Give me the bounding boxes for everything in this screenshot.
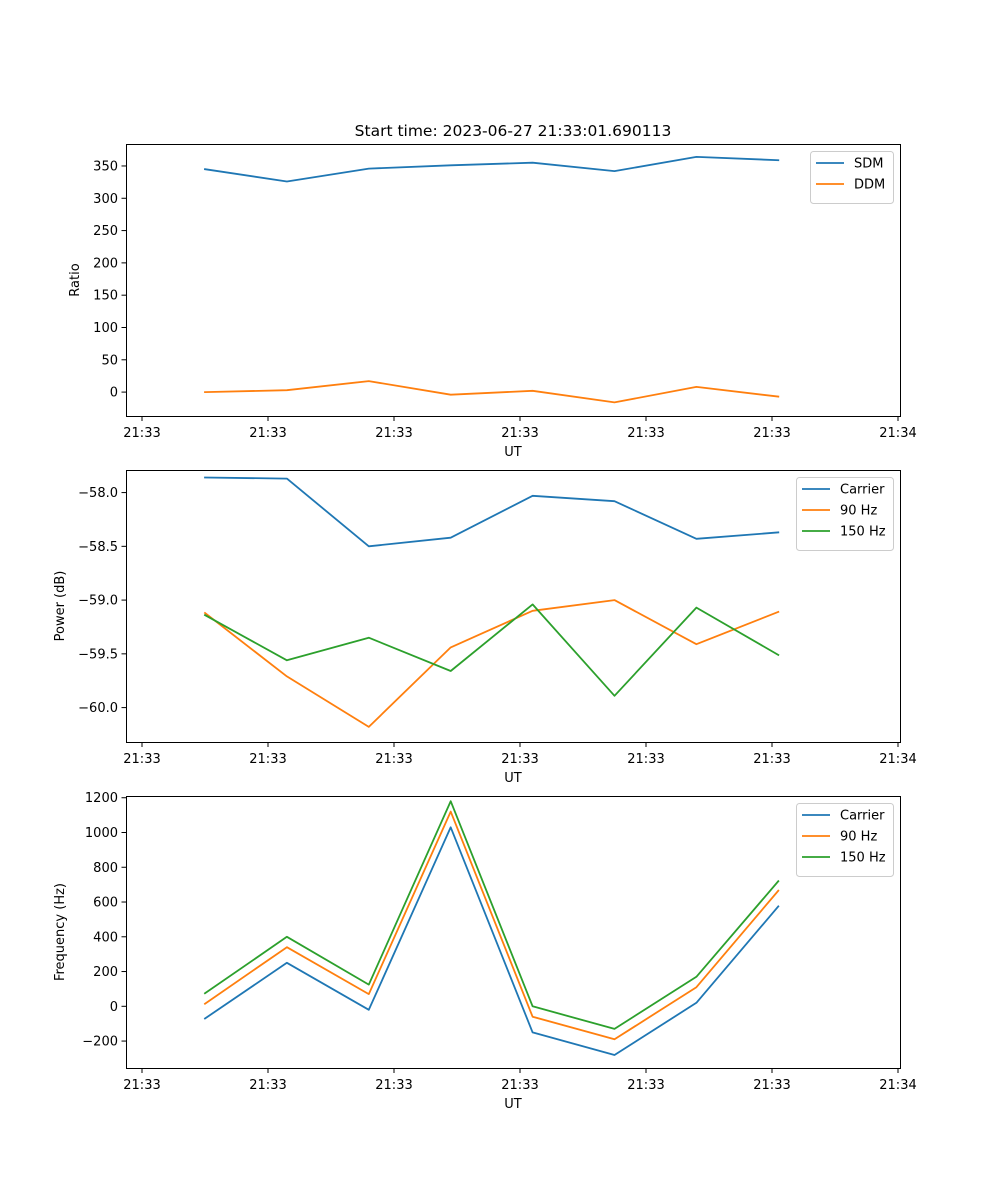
ratio-x-axis-label: UT	[504, 445, 522, 460]
frequency-y-axis-label: Frequency (Hz)	[53, 883, 68, 981]
frequency-x-axis-label: UT	[504, 1097, 522, 1112]
power-axes-frame	[126, 470, 901, 743]
ratio-x-tick-label: 21:34	[879, 426, 916, 441]
power-x-tick-label: 21:33	[123, 752, 160, 767]
frequency-x-tick-label: 21:33	[249, 1078, 286, 1093]
figure-title: Start time: 2023-06-27 21:33:01.690113	[355, 122, 672, 140]
frequency-legend-label: Carrier	[840, 809, 885, 824]
ratio-y-tick-label: 200	[93, 256, 118, 271]
frequency-x-tick-label: 21:33	[123, 1078, 160, 1093]
frequency-y-tick-label: 1200	[85, 791, 118, 806]
power-legend	[796, 477, 894, 551]
ratio-series-ddm-line	[204, 380, 780, 404]
frequency-y-tick-label: 800	[93, 861, 118, 876]
ratio-legend	[810, 151, 894, 204]
ratio-x-tick-label: 21:33	[627, 426, 664, 441]
frequency-y-tick-label: 400	[93, 930, 118, 945]
power-x-tick-label: 21:33	[375, 752, 412, 767]
ratio-y-tick-label: 250	[93, 224, 118, 239]
power-x-tick-label: 21:34	[879, 752, 916, 767]
frequency-x-tick-label: 21:34	[879, 1078, 916, 1093]
ratio-x-tick-label: 21:33	[501, 426, 538, 441]
power-y-tick-label: −58.5	[78, 540, 118, 555]
power-x-tick-label: 21:33	[501, 752, 538, 767]
power-x-tick-label: 21:33	[249, 752, 286, 767]
ratio-y-tick-label: 50	[101, 353, 118, 368]
frequency-x-tick-label: 21:33	[375, 1078, 412, 1093]
power-y-tick-label: −59.0	[78, 594, 118, 609]
ratio-chart: 21:33 21:33 21:33 21:33 21:33 21:33 21:34 0 50 10…	[68, 144, 917, 460]
frequency-y-tick-label: 1000	[85, 826, 118, 841]
frequency-series-90-hz-line	[203, 810, 780, 1041]
frequency-legend	[796, 803, 894, 877]
frequency-x-tick-label: 21:33	[627, 1078, 664, 1093]
frequency-legend-label: 90 Hz	[840, 830, 877, 845]
ratio-legend-label: SDM	[854, 157, 883, 172]
frequency-legend-label: 150 Hz	[840, 851, 886, 866]
ratio-y-axis-label: Ratio	[68, 263, 83, 296]
ratio-axes-frame	[126, 144, 901, 417]
power-series-carrier-line	[204, 476, 780, 548]
frequency-y-tick-label: −200	[82, 1035, 118, 1050]
ratio-y-tick-label: 100	[93, 321, 118, 336]
power-x-tick-label: 21:33	[753, 752, 790, 767]
ratio-legend-label: DDM	[854, 178, 885, 193]
power-chart: 21:33 21:33 21:33 21:33 21:33 21:33 21:34 −60.0…	[53, 470, 917, 786]
power-series-150-hz-line	[203, 603, 780, 697]
power-y-tick-label: −59.5	[78, 647, 118, 662]
frequency-series-carrier-line	[203, 826, 780, 1056]
frequency-chart: 21:33 21:33 21:33 21:33 21:33 21:33 21:34 −200 0…	[53, 791, 917, 1112]
ratio-y-tick-label: 300	[93, 192, 118, 207]
frequency-x-tick-label: 21:33	[753, 1078, 790, 1093]
frequency-y-tick-label: 200	[93, 965, 118, 980]
ratio-y-tick-label: 350	[93, 159, 118, 174]
power-x-tick-label: 21:33	[627, 752, 664, 767]
power-legend-label: 90 Hz	[840, 504, 877, 519]
frequency-x-tick-label: 21:33	[501, 1078, 538, 1093]
power-y-axis-label: Power (dB)	[53, 571, 68, 642]
power-series-90-hz-line	[203, 599, 780, 728]
power-x-axis-label: UT	[504, 771, 522, 786]
ratio-y-tick-label: 150	[93, 289, 118, 304]
frequency-y-tick-label: 600	[93, 896, 118, 911]
frequency-series-150-hz-line	[203, 800, 780, 1030]
ratio-x-tick-label: 21:33	[123, 426, 160, 441]
power-y-tick-label: −58.0	[78, 486, 118, 501]
ratio-x-tick-label: 21:33	[249, 426, 286, 441]
ratio-y-tick-label: 0	[110, 386, 118, 401]
ratio-x-tick-label: 21:33	[753, 426, 790, 441]
ratio-x-tick-label: 21:33	[375, 426, 412, 441]
frequency-y-tick-label: 0	[110, 1000, 118, 1015]
frequency-axes-frame	[126, 796, 901, 1069]
power-legend-label: Carrier	[840, 483, 885, 498]
power-legend-label: 150 Hz	[840, 525, 886, 540]
power-y-tick-label: −60.0	[78, 701, 118, 716]
ratio-series-sdm-line	[203, 155, 780, 183]
